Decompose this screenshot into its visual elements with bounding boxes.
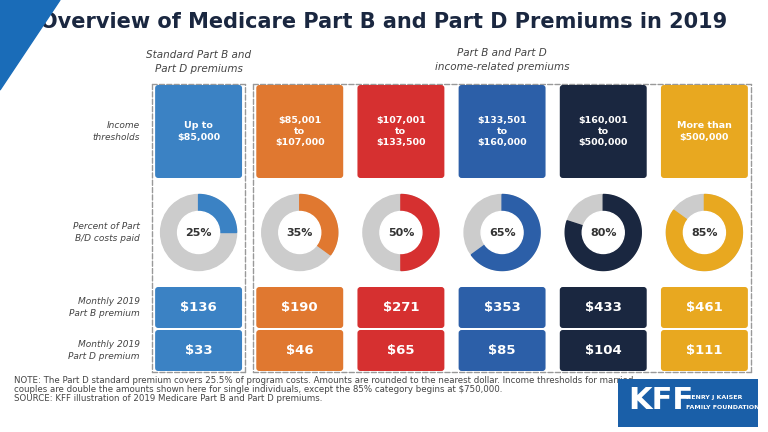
Text: KFF: KFF xyxy=(628,386,694,415)
FancyBboxPatch shape xyxy=(661,287,748,328)
Text: $353: $353 xyxy=(484,301,521,314)
Text: FAMILY FOUNDATION: FAMILY FOUNDATION xyxy=(686,405,760,410)
FancyBboxPatch shape xyxy=(257,287,343,328)
Text: $461: $461 xyxy=(686,301,723,314)
FancyBboxPatch shape xyxy=(560,287,647,328)
Text: $107,001
to
$133,500: $107,001 to $133,500 xyxy=(376,115,425,147)
Circle shape xyxy=(380,212,422,254)
Text: $136: $136 xyxy=(180,301,217,314)
Polygon shape xyxy=(0,0,60,90)
FancyBboxPatch shape xyxy=(357,85,445,178)
Text: More than
$500,000: More than $500,000 xyxy=(677,121,732,142)
Text: Monthly 2019
Part D premium: Monthly 2019 Part D premium xyxy=(68,340,140,361)
FancyBboxPatch shape xyxy=(155,287,242,328)
Text: $190: $190 xyxy=(281,301,318,314)
Circle shape xyxy=(565,194,641,270)
FancyBboxPatch shape xyxy=(458,287,545,328)
Polygon shape xyxy=(472,194,540,270)
Text: Income
thresholds: Income thresholds xyxy=(92,121,140,142)
Text: $85: $85 xyxy=(488,344,516,357)
FancyBboxPatch shape xyxy=(257,85,343,178)
Text: $65: $65 xyxy=(387,344,415,357)
Text: 25%: 25% xyxy=(185,228,212,238)
Text: couples are double the amounts shown here for single individuals, except the 85%: couples are double the amounts shown her… xyxy=(14,385,502,394)
Circle shape xyxy=(684,212,726,254)
Text: $133,501
to
$160,000: $133,501 to $160,000 xyxy=(477,115,527,147)
FancyBboxPatch shape xyxy=(155,330,242,371)
Text: Standard Part B and
Part D premiums: Standard Part B and Part D premiums xyxy=(146,50,251,74)
Text: 50%: 50% xyxy=(388,228,414,238)
Circle shape xyxy=(279,212,321,254)
Text: $271: $271 xyxy=(382,301,419,314)
Circle shape xyxy=(464,194,540,270)
Circle shape xyxy=(582,212,624,254)
Text: Overview of Medicare Part B and Part D Premiums in 2019: Overview of Medicare Part B and Part D P… xyxy=(41,12,727,32)
Text: 35%: 35% xyxy=(286,228,313,238)
Text: 80%: 80% xyxy=(590,228,617,238)
FancyBboxPatch shape xyxy=(560,330,647,371)
Text: Monthly 2019
Part B premium: Monthly 2019 Part B premium xyxy=(69,297,140,318)
Polygon shape xyxy=(401,194,439,270)
Text: $33: $33 xyxy=(185,344,213,357)
FancyBboxPatch shape xyxy=(155,85,242,178)
FancyBboxPatch shape xyxy=(458,85,545,178)
Text: Percent of Part
B/D costs paid: Percent of Part B/D costs paid xyxy=(73,222,140,243)
Text: 85%: 85% xyxy=(691,228,717,238)
Text: $111: $111 xyxy=(686,344,723,357)
Text: $46: $46 xyxy=(286,344,313,357)
Text: $160,001
to
$500,000: $160,001 to $500,000 xyxy=(578,115,628,147)
Polygon shape xyxy=(300,194,338,255)
Circle shape xyxy=(262,194,338,270)
Circle shape xyxy=(667,194,743,270)
Text: SOURCE: KFF illustration of 2019 Medicare Part B and Part D premiums.: SOURCE: KFF illustration of 2019 Medicar… xyxy=(14,394,323,403)
Text: NOTE: The Part D standard premium covers 25.5% of program costs. Amounts are rou: NOTE: The Part D standard premium covers… xyxy=(14,376,634,385)
Text: Part B and Part D
income-related premiums: Part B and Part D income-related premium… xyxy=(435,48,569,72)
FancyBboxPatch shape xyxy=(618,379,758,427)
FancyBboxPatch shape xyxy=(357,287,445,328)
FancyBboxPatch shape xyxy=(257,330,343,371)
Text: $104: $104 xyxy=(585,344,621,357)
Text: $433: $433 xyxy=(584,301,621,314)
Text: $85,001
to
$107,000: $85,001 to $107,000 xyxy=(275,115,325,147)
FancyBboxPatch shape xyxy=(661,85,748,178)
Polygon shape xyxy=(565,194,641,270)
Circle shape xyxy=(177,212,220,254)
Circle shape xyxy=(481,212,523,254)
Text: Up to
$85,000: Up to $85,000 xyxy=(177,121,220,142)
FancyBboxPatch shape xyxy=(661,330,748,371)
Text: HENRY J KAISER: HENRY J KAISER xyxy=(686,395,743,400)
Circle shape xyxy=(161,194,237,270)
Text: 65%: 65% xyxy=(488,228,515,238)
Polygon shape xyxy=(199,194,237,232)
FancyBboxPatch shape xyxy=(458,330,545,371)
Circle shape xyxy=(363,194,439,270)
FancyBboxPatch shape xyxy=(357,330,445,371)
FancyBboxPatch shape xyxy=(560,85,647,178)
Polygon shape xyxy=(667,194,743,270)
